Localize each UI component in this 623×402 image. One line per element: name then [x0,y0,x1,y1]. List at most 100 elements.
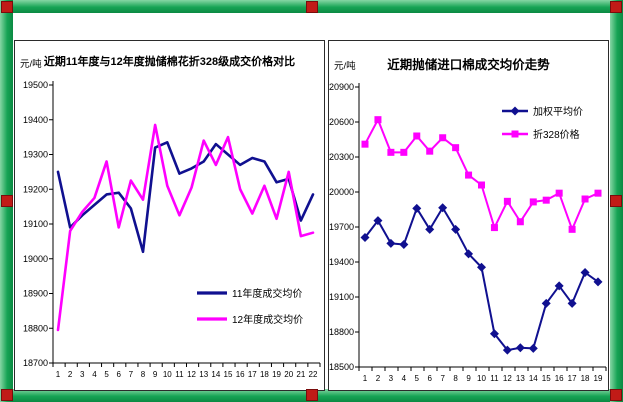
square-marker [413,132,421,140]
x-tick-label: 9 [466,374,471,383]
x-tick-label: 8 [453,374,458,383]
y-tick-label: 19700 [329,222,354,232]
y-tick-label: 19400 [23,115,48,125]
x-tick-label: 3 [80,370,85,379]
diamond-marker [451,224,461,234]
square-marker [465,171,473,179]
left-chart-plot: 19500 19400 19300 19200 19100 19000 18900 18800… [23,80,321,379]
diamond-marker [373,216,383,226]
diamond-marker [464,249,474,259]
x-tick-label: 2 [68,370,73,379]
x-tick-label: 14 [529,374,538,383]
selection-handle-top-right[interactable] [610,1,622,13]
diamond-marker [386,238,396,248]
y-tick-label: 18800 [23,323,48,333]
y-tick-label: 19400 [329,257,354,267]
right-chart-title: 近期抛储进口棉成交均价走势 [387,58,550,72]
square-marker [568,225,576,233]
diamond-marker [567,298,577,308]
y-tick-label: 19500 [23,80,48,90]
diamond-marker [412,203,422,213]
x-tick-label: 11 [175,370,184,379]
legend-label: 11年度成交均价 [232,287,302,300]
legend-label: 12年度成交均价 [232,313,303,326]
x-tick-label: 5 [104,370,109,379]
square-marker [374,116,382,124]
diamond-marker [399,240,409,249]
diamond-marker [489,329,499,339]
selection-handle-bottom-middle[interactable] [306,389,318,401]
diamond-marker [515,343,525,353]
square-marker [529,198,537,206]
diamond-marker [554,281,564,291]
diamond-marker [593,277,603,287]
y-tick-label: 20600 [329,117,354,127]
diamond-marker [541,298,551,308]
y-tick-label: 20000 [329,187,354,197]
selection-handle-top-left[interactable] [1,1,13,13]
x-tick-label: 19 [594,374,603,383]
selection-handle-bottom-right[interactable] [610,389,622,401]
diamond-marker [477,262,486,272]
x-tick-label: 19 [272,370,281,379]
y-tick-label: 19000 [23,254,48,264]
diamond-marker [528,343,538,353]
y-tick-label: 20900 [329,82,354,92]
selection-handle-middle-left[interactable] [1,195,13,207]
square-marker [387,148,395,156]
series-line-11年度成交均价 [56,141,315,254]
x-tick-label: 22 [309,370,318,379]
square-marker [594,189,602,197]
x-tick-label: 1 [363,374,368,383]
legend-label: 加权平均价 [533,105,583,118]
y-tick-label: 19200 [23,184,48,194]
diamond-marker [438,203,448,213]
x-tick-label: 4 [402,374,407,383]
x-tick-label: 7 [440,374,445,383]
diamond-marker [502,345,512,355]
left-chart-title: 近期11年度与12年度抛储棉花折328级成交价格对比 [43,56,296,68]
square-marker [400,148,408,156]
x-tick-label: 11 [490,374,499,383]
x-tick-label: 15 [542,374,551,383]
square-marker [439,134,447,142]
x-tick-label: 6 [427,374,432,383]
diamond-marker [360,233,370,242]
diamond-marker [510,106,520,116]
square-marker [516,218,524,226]
x-tick-label: 14 [211,370,220,379]
x-tick-label: 17 [568,374,577,383]
x-tick-label: 15 [224,370,233,379]
right-chart-unit-label: 元/吨 [334,61,356,72]
x-tick-label: 7 [129,370,134,379]
square-marker [426,147,434,155]
selection-handle-middle-right[interactable] [610,195,622,207]
x-tick-label: 9 [153,370,158,379]
x-tick-label: 3 [389,374,394,383]
x-tick-label: 20 [284,370,293,379]
right-chart-plot: 20900 20600 20300 20000 19700 19400 19100 18800… [329,82,607,383]
x-tick-label: 5 [415,374,420,383]
x-tick-label: 13 [516,374,525,383]
left-chart-panel: 元/吨 近期11年度与12年度抛储棉花折328级成交价格对比 19500 1940… [14,40,325,391]
square-marker [361,140,369,148]
x-tick-label: 6 [116,370,121,379]
left-chart-unit-label: 元/吨 [20,59,42,70]
y-tick-label: 19300 [23,150,48,160]
y-tick-label: 18700 [23,358,48,368]
square-marker [511,130,519,138]
selection-handle-bottom-left[interactable] [1,389,13,401]
y-tick-label: 18800 [329,327,354,337]
right-chart-panel: 元/吨 近期抛储进口棉成交均价走势 20900 20600 20300 20000 19… [328,40,609,391]
square-marker [581,195,589,203]
y-tick-label: 20300 [329,152,354,162]
square-marker [503,197,511,205]
selection-handle-top-middle[interactable] [306,1,318,13]
x-tick-label: 13 [199,370,208,379]
square-marker [490,224,498,232]
x-tick-label: 18 [581,374,590,383]
square-marker [452,144,460,152]
series-line-12年度成交均价 [56,123,315,332]
x-tick-label: 1 [56,370,61,379]
